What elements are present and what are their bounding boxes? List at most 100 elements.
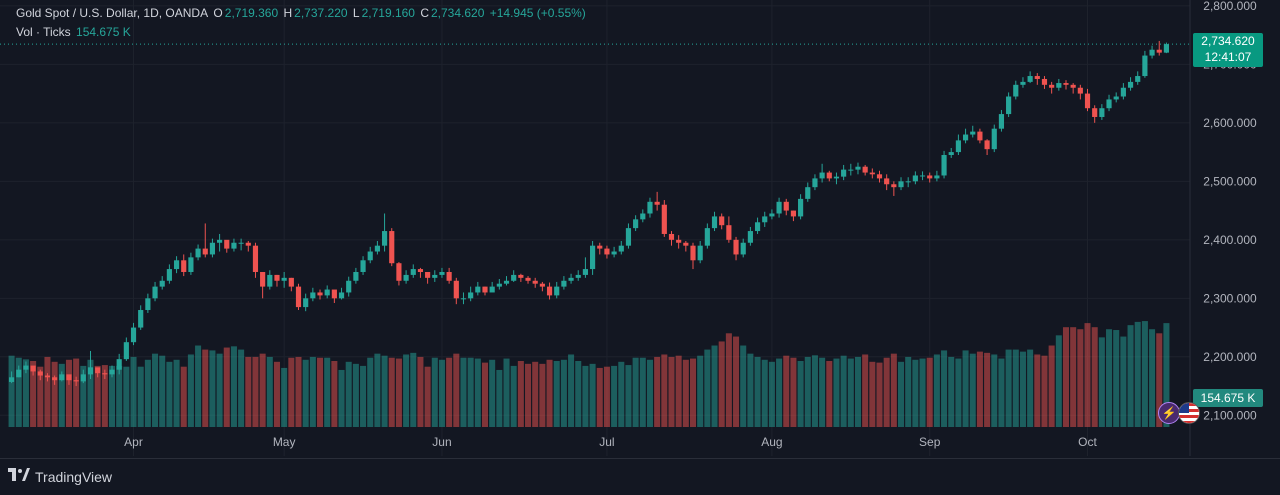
candle-body (260, 271, 266, 287)
volume-bar (1041, 355, 1048, 427)
volume-bar (1070, 327, 1077, 427)
candle-body (374, 245, 380, 252)
volume-bar (130, 356, 137, 427)
volume-bar (173, 359, 180, 427)
candle-body (1020, 81, 1026, 85)
candle-body (87, 367, 94, 375)
candle-body (245, 242, 251, 246)
volume-bar (94, 365, 101, 427)
candle-body (381, 231, 388, 246)
lightning-icon[interactable]: ⚡ (1158, 402, 1180, 424)
candle-body (116, 359, 122, 370)
candle-body (676, 239, 682, 243)
volume-bar (991, 354, 998, 427)
x-tick-label: Oct (1078, 435, 1097, 449)
volume-bar (532, 361, 539, 427)
volume-bar (833, 358, 840, 427)
volume-bar (37, 366, 44, 427)
candle-body (711, 216, 718, 229)
low-value: 2,719.160 (361, 6, 415, 20)
candle-body (927, 175, 933, 179)
candle-body (726, 225, 732, 240)
y-tick-label: 2,800.000 (1203, 0, 1257, 13)
us-flag-icon[interactable] (1178, 402, 1200, 424)
candle-body (582, 269, 588, 275)
candle-body (912, 175, 918, 182)
volume-bar (625, 365, 632, 427)
candle-body (604, 248, 610, 255)
volume-bar (503, 358, 510, 427)
volume-bar (73, 358, 80, 427)
candle-body (1084, 93, 1091, 109)
candle-body (1113, 96, 1119, 100)
last-price-value: 2,734.620 (1201, 34, 1255, 48)
candle-body (826, 172, 832, 179)
volume-bar (682, 359, 689, 427)
y-tick-label: 2,400.000 (1203, 233, 1257, 247)
candle-body (833, 176, 840, 179)
candle-body (1027, 76, 1033, 82)
candle-body (1034, 76, 1040, 79)
candle-body (740, 242, 746, 255)
volume-bar (273, 361, 280, 427)
candle-body (525, 277, 531, 281)
volume-bar (661, 354, 668, 427)
volume-bar (905, 356, 912, 427)
x-tick-label: Apr (124, 435, 143, 449)
volume-bar (58, 363, 65, 427)
candle-body (410, 269, 416, 275)
candle-body (561, 280, 567, 287)
volume-bar (431, 357, 438, 427)
candle-body (611, 251, 617, 255)
last-volume-badge: 154.675 K (1193, 389, 1263, 407)
candle-body (224, 239, 230, 249)
candle-body (468, 292, 474, 299)
volume-bar (826, 361, 833, 427)
volume-bar (1077, 329, 1084, 427)
candle-body (52, 377, 58, 381)
candle-body (138, 310, 144, 328)
volume-bar (417, 356, 424, 427)
candle-body (977, 131, 983, 141)
volume-bar (381, 355, 388, 427)
volume-bar (8, 355, 15, 427)
candle-body (16, 369, 22, 378)
candle-body (310, 292, 316, 299)
candle-body (159, 280, 165, 287)
volume-bar (87, 359, 94, 427)
volume-bar (675, 355, 682, 427)
volume-bar (1091, 327, 1098, 427)
candle-body (123, 342, 129, 360)
open-label: O (213, 6, 223, 20)
volume-bar (116, 365, 123, 427)
candle-body (970, 131, 976, 135)
candle-body (1120, 87, 1126, 97)
volume-bar (317, 357, 324, 427)
candle-body (697, 245, 703, 261)
candle-body (518, 274, 524, 278)
candle-body (546, 286, 553, 296)
candle-body (625, 228, 632, 246)
candle-body (991, 128, 997, 150)
volume-bar (596, 367, 603, 427)
candle-body (1099, 108, 1105, 117)
volume-bar (65, 359, 72, 427)
candle-body (30, 365, 36, 372)
tradingview-brand[interactable]: TradingView (8, 468, 112, 485)
volume-bar (517, 361, 524, 427)
x-tick-label: Sep (919, 435, 941, 449)
candle-body (1013, 84, 1019, 97)
candle-body (805, 187, 811, 199)
candle-body (403, 274, 409, 281)
volume-bar (919, 358, 926, 427)
candle-body (274, 274, 280, 281)
volume-bar (869, 361, 876, 427)
volume-bar (984, 352, 991, 427)
candle-body (1106, 99, 1112, 109)
volume-bar (302, 359, 309, 427)
candle-body (812, 178, 818, 188)
volume-bar (847, 358, 854, 427)
volume-bar (180, 366, 187, 427)
candle-body (998, 114, 1005, 129)
